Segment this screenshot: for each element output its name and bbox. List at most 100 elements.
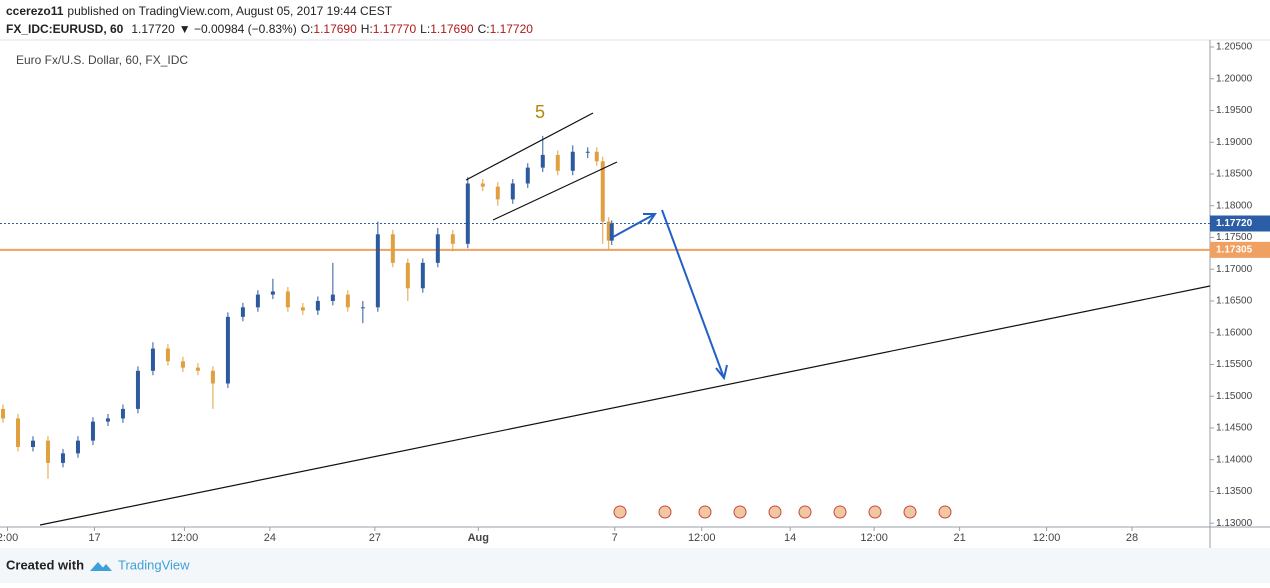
event-icon (833, 505, 847, 519)
ohlc-label: C: (478, 22, 490, 36)
candle-body (135, 370, 140, 409)
x-tick-label: 27 (369, 532, 381, 544)
last: 1.17720 (131, 22, 175, 36)
y-tick-label: 1.16500 (1216, 296, 1253, 307)
x-tick-label: 2:00 (0, 532, 18, 544)
candle-body (390, 234, 395, 263)
candle-body (240, 307, 245, 317)
x-tick-label: 12:00 (171, 532, 199, 544)
x-tick-label: 28 (1126, 532, 1138, 544)
candle-body (0, 408, 5, 419)
candle-body (360, 307, 365, 309)
candle-body (525, 167, 530, 184)
candle-body (195, 367, 200, 371)
candle-body (180, 361, 185, 368)
published: published on TradingView.com, August 05,… (67, 4, 392, 18)
candle-body (15, 418, 20, 447)
channel-upper (465, 112, 594, 181)
event-icon (613, 505, 627, 519)
y-tick-label: 1.19500 (1216, 105, 1253, 116)
candle-body (285, 291, 290, 308)
y-tick-label: 1.13500 (1216, 486, 1253, 497)
candle-body (105, 418, 110, 422)
ohlc-value: 1.17720 (490, 22, 534, 36)
y-tick-label: 1.19000 (1216, 137, 1253, 148)
ohlc-label: H: (361, 22, 373, 36)
footer-created: Created with (6, 557, 84, 572)
y-tick-label: 1.15500 (1216, 359, 1253, 370)
candle-body (555, 154, 560, 171)
candle-body (465, 183, 470, 244)
x-tick-label: 21 (953, 532, 965, 544)
candle-body (315, 300, 320, 311)
candle-body (30, 440, 35, 447)
candle-body (600, 161, 605, 222)
author: ccerezo11 (6, 4, 64, 18)
candle-body (585, 151, 590, 153)
event-icon (733, 505, 747, 519)
x-tick-label: 17 (88, 532, 100, 544)
y-tick-label: 1.17000 (1216, 264, 1253, 275)
candle-body (90, 421, 95, 441)
candle-body (330, 294, 335, 301)
arrow (661, 209, 725, 379)
event-icon (868, 505, 882, 519)
ohlc-label: O: (301, 22, 314, 36)
price-tag-label: 1.17305 (1216, 244, 1253, 255)
y-tick-label: 1.17500 (1216, 232, 1253, 243)
candle-body (435, 234, 440, 263)
ohlc-value: 1.17690 (430, 22, 474, 36)
event-icons (613, 505, 952, 519)
ohlc-label: L: (420, 22, 430, 36)
event-icon (903, 505, 917, 519)
event-icon (798, 505, 812, 519)
arrow-head (643, 213, 657, 225)
ohlc-value: 1.17770 (373, 22, 417, 36)
candle-body (420, 262, 425, 289)
wave-label: 5 (535, 102, 545, 122)
price-tag (1210, 215, 1270, 232)
y-tick-label: 1.20500 (1216, 42, 1253, 53)
x-tick-label: 12:00 (1033, 532, 1061, 544)
candle-body (150, 348, 155, 371)
event-icon (658, 505, 672, 519)
x-tick-label: 24 (264, 532, 276, 544)
candle-body (165, 348, 170, 362)
y-tick-label: 1.18000 (1216, 200, 1253, 211)
candle-body (510, 183, 515, 200)
candle-body (480, 183, 485, 187)
channel-lower (492, 161, 618, 221)
symbol: FX_IDC:EURUSD, 60 (6, 22, 124, 36)
symbol-line: FX_IDC:EURUSD, 60 1.17720 ▼ −0.00984 (−0.8… (6, 22, 533, 36)
candle-body (270, 291, 275, 295)
change: ▼ −0.00984 (−0.83%) (179, 22, 297, 36)
x-tick-label: 14 (784, 532, 796, 544)
plot (0, 135, 1210, 479)
candle-body (345, 294, 350, 308)
candle-body (120, 408, 125, 419)
x-tick-label: 12:00 (860, 532, 888, 544)
candle-body (45, 440, 50, 463)
y-tick-label: 1.14500 (1216, 423, 1253, 434)
candle-body (255, 294, 260, 308)
arrow-head (715, 364, 728, 381)
y-tick-label: 1.13000 (1216, 518, 1253, 529)
footer-brand[interactable]: TradingView (118, 557, 190, 572)
event-icon (938, 505, 952, 519)
price-tag (1210, 241, 1270, 258)
candle-body (75, 440, 80, 454)
footer-bar (0, 548, 1270, 583)
arrow (612, 213, 656, 238)
ohlc: O:1.17690 H:1.17770 L:1.17690 C:1.17720 (301, 22, 534, 36)
candle-body (609, 223, 614, 241)
brand-logo (90, 562, 112, 571)
y-tick-label: 1.16000 (1216, 327, 1253, 338)
y-tick-label: 1.18500 (1216, 169, 1253, 180)
x-tick-label: Aug (468, 532, 489, 544)
ohlc-value: 1.17690 (313, 22, 357, 36)
x-tick-label: 7 (612, 532, 618, 544)
event-icon (698, 505, 712, 519)
trend-line (39, 285, 1211, 526)
candle-body (210, 370, 215, 384)
candle-body (225, 316, 230, 384)
